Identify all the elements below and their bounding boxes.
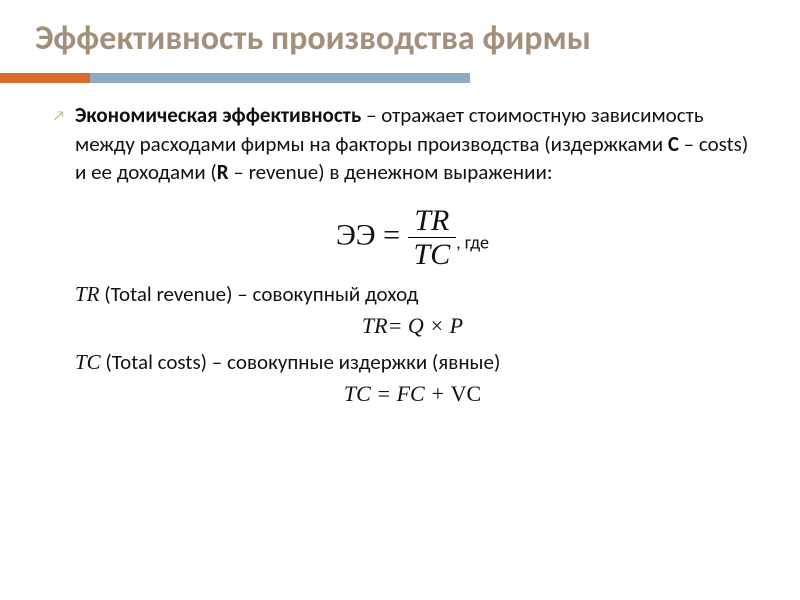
title-rule — [0, 73, 800, 83]
formula-fraction: TRTC — [408, 204, 457, 271]
lead-paragraph: ↗ Экономическая эффективность – отражает… — [75, 101, 750, 186]
tr-definition: TR (Total revenue) – совокупный доход — [75, 281, 750, 307]
bullet-arrow-icon: ↗ — [53, 107, 65, 126]
fraction-denominator: TC — [408, 237, 457, 271]
tr-formula: TR= Q × P — [75, 313, 750, 339]
tr-en: (Total revenue) — [100, 281, 238, 307]
formula-main: ЭЭ = TRTC, где — [75, 204, 750, 271]
tc-en: (Total costs) — [101, 349, 212, 375]
costs-letter: С — [668, 131, 679, 157]
formula-tail: , где — [456, 232, 489, 254]
tc-var: TC — [75, 350, 101, 374]
tr-dash: – — [237, 281, 252, 307]
tr-ru: совокупный доход — [252, 281, 418, 307]
content: ↗ Экономическая эффективность – отражает… — [0, 83, 800, 407]
formula-eq: = — [376, 219, 408, 252]
lead-dash: – — [361, 102, 381, 128]
costs-en: – costs — [679, 131, 742, 157]
rule-orange — [0, 73, 90, 83]
tr-var: TR — [75, 282, 100, 306]
tc-fc: FC — [397, 381, 425, 406]
tc-dash: – — [212, 349, 227, 375]
rule-blue — [90, 73, 470, 83]
tc-plus: + — [425, 381, 451, 406]
tc-ru: совокупные издержки (явные) — [227, 349, 500, 375]
tc-formula: TC = FC + VC — [75, 381, 750, 407]
tc-lhs: TC — [344, 381, 371, 406]
formula-lhs: ЭЭ — [336, 219, 376, 252]
tc-eq: = — [371, 381, 397, 406]
tc-definition: TC (Total costs) – совокупные издержки (… — [75, 349, 750, 375]
title-block: Эффективность производства фирмы — [0, 0, 800, 67]
fraction-numerator: TR — [408, 204, 457, 237]
tc-vc: VC — [451, 381, 482, 406]
lead-term: Экономическая эффективность — [75, 102, 361, 128]
revenue-en: – revenue — [229, 159, 319, 185]
slide-title: Эффективность производства фирмы — [35, 20, 770, 57]
lead-body-3: ) в денежном выражении: — [318, 159, 552, 185]
revenue-letter: R — [217, 159, 229, 185]
